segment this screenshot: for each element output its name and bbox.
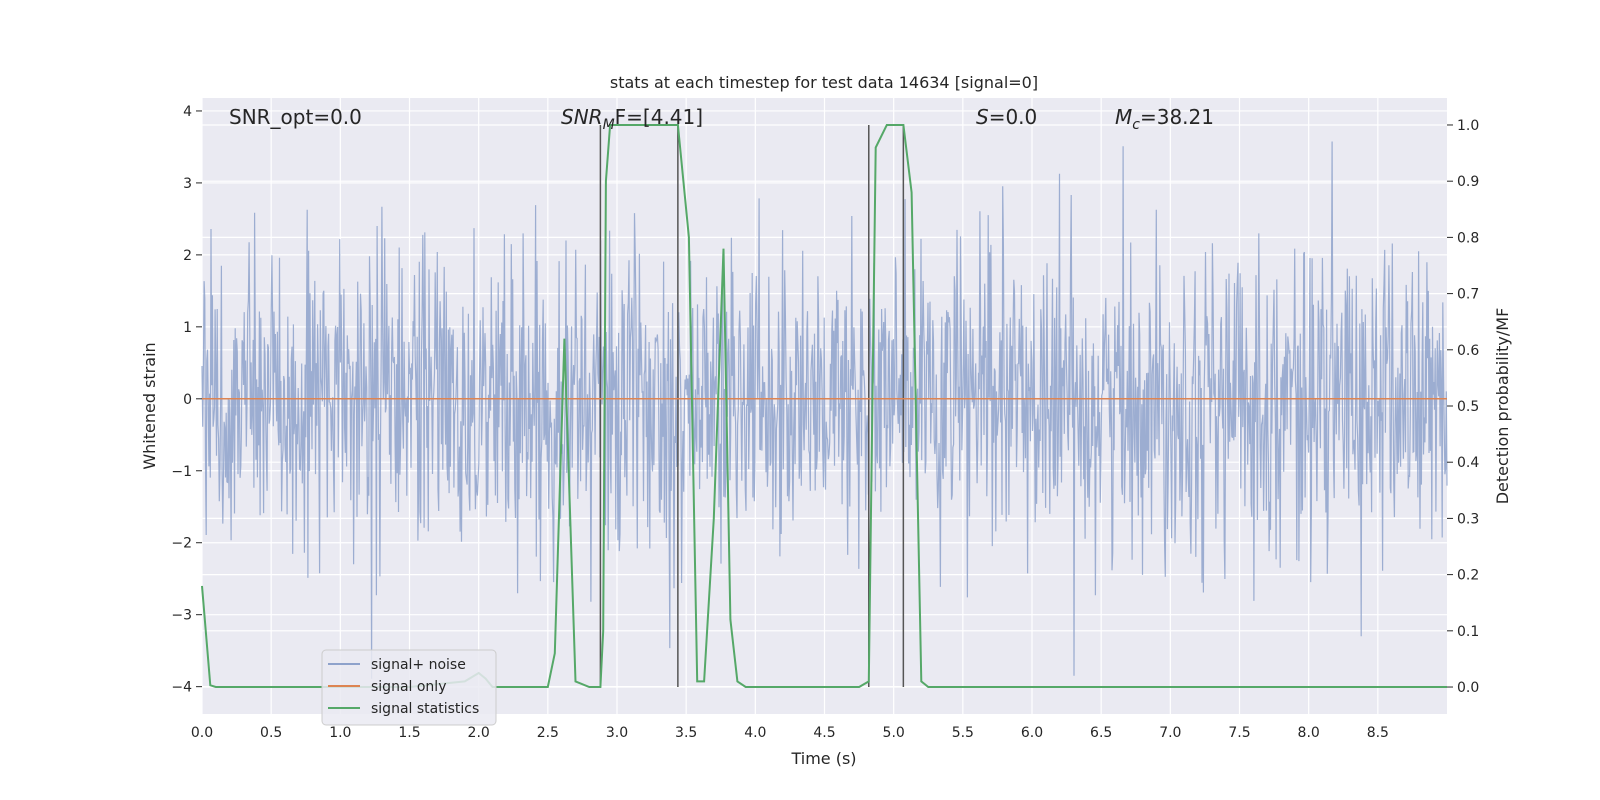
legend-box <box>321 649 497 726</box>
x-tick-label: 3.5 <box>675 725 697 741</box>
legend: signal+ noise signal only signal statist… <box>321 649 497 726</box>
y2-axis-label: Detection probability/MF <box>1493 308 1512 505</box>
x-axis-label: Time (s) <box>790 749 856 768</box>
y2-tick-label: 1.0 <box>1457 118 1479 134</box>
y2-tick-label: 0.3 <box>1457 511 1479 527</box>
y-tick-label: 0 <box>183 392 192 408</box>
x-tick-label: 1.5 <box>398 725 420 741</box>
chart-title: stats at each timestep for test data 146… <box>610 73 1038 92</box>
x-tick-label: 6.0 <box>1021 725 1043 741</box>
legend-label-signal-noise: signal+ noise <box>371 657 466 673</box>
signal-noise-line <box>201 141 1448 679</box>
x-tick-label: 0.5 <box>260 725 282 741</box>
x-tick-label: 5.0 <box>883 725 905 741</box>
x-tick-label: 8.5 <box>1367 725 1389 741</box>
x-tick-label: 2.0 <box>468 725 490 741</box>
y2-tick-label: 0.9 <box>1457 174 1479 190</box>
x-tick-labels: 0.0 0.5 1.0 1.5 2.0 2.5 3.0 3.5 4.0 4.5 5.0 5.5 6.0 6… <box>191 725 1389 741</box>
x-tick-label: 4.0 <box>744 725 766 741</box>
y-tick-label: −2 <box>171 536 192 552</box>
y2-tick-label: 0.4 <box>1457 455 1479 471</box>
x-tick-label: 7.5 <box>1228 725 1250 741</box>
y2-tick-label: 0.2 <box>1457 568 1479 584</box>
y-tick-label: 4 <box>183 104 192 120</box>
y2-tick-label: 0.6 <box>1457 343 1479 359</box>
y2-tick-label: 0.5 <box>1457 399 1479 415</box>
y2-tick-label: 0.1 <box>1457 624 1479 640</box>
y2-tick-label: 0.7 <box>1457 287 1479 303</box>
legend-label-signal-only: signal only <box>371 679 446 695</box>
annotation-s: S=0.0 <box>976 105 1037 129</box>
y-axis-label: Whitened strain <box>140 342 159 469</box>
x-tick-label: 6.5 <box>1090 725 1112 741</box>
annotation-snr-mf: SNRMF=[4.41] <box>561 105 703 133</box>
annotation-snr-opt: SNR_opt=0.0 <box>229 105 362 129</box>
x-tick-label: 4.5 <box>813 725 835 741</box>
x-tick-label: 0.0 <box>191 725 213 741</box>
y-tick-label: 1 <box>183 320 192 336</box>
y-tick-labels: 4 3 2 1 0 −1 −2 −3 −4 <box>171 104 202 696</box>
vertical-lines <box>599 124 905 688</box>
y2-tick-labels: 1.0 0.9 0.8 0.7 0.6 0.5 0.4 0.3 0.2 0.1 0.0 <box>1447 118 1479 696</box>
x-tick-label: 5.5 <box>952 725 974 741</box>
y-tick-label: −1 <box>171 464 192 480</box>
y2-tick-label: 0.0 <box>1457 680 1479 696</box>
x-tick-label: 2.5 <box>537 725 559 741</box>
noise-series <box>201 141 1448 679</box>
y-tick-label: 2 <box>183 248 192 264</box>
x-tick-label: 7.0 <box>1159 725 1181 741</box>
annotation-mc: Mc=38.21 <box>1115 105 1214 133</box>
y-tick-label: 3 <box>183 176 192 192</box>
x-tick-label: 8.0 <box>1298 725 1320 741</box>
y-tick-label: −4 <box>171 680 192 696</box>
x-tick-label: 1.0 <box>329 725 351 741</box>
y-tick-label: −3 <box>171 608 192 624</box>
x-tick-label: 3.0 <box>606 725 628 741</box>
y2-tick-label: 0.8 <box>1457 230 1479 246</box>
legend-label-signal-statistics: signal statistics <box>371 701 479 717</box>
